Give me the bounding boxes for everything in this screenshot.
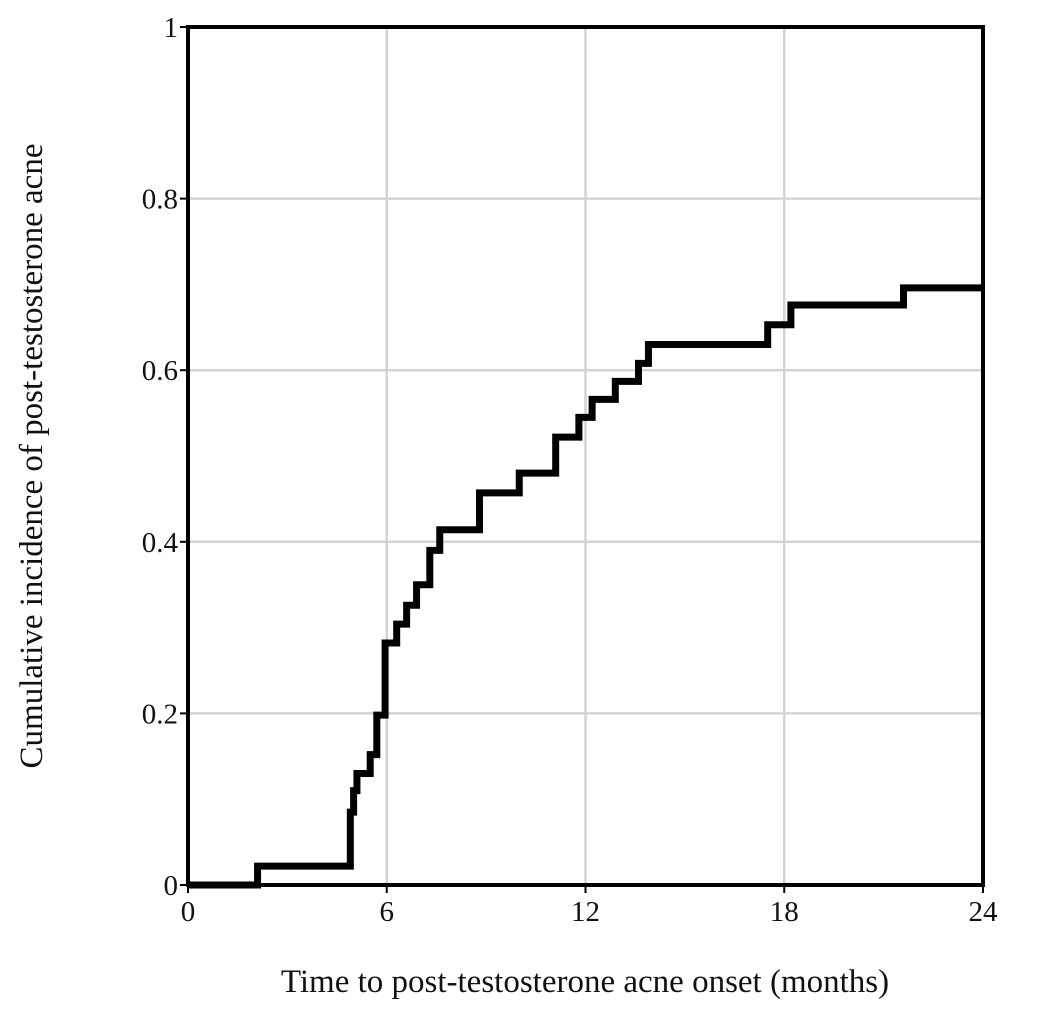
y-axis-label: Cumulative incidence of post-testosteron…: [14, 144, 50, 769]
y-tick-label: 0.2: [142, 698, 178, 730]
x-tick-label: 6: [380, 896, 395, 928]
y-tick-label: 1: [164, 12, 179, 44]
y-tick-label: 0.8: [142, 184, 178, 216]
x-tick-label: 12: [571, 896, 600, 928]
x-axis-label: Time to post-testosterone acne onset (mo…: [281, 964, 889, 1000]
x-tick-label: 18: [770, 896, 799, 928]
y-tick-label: 0: [164, 870, 179, 902]
step-line: [188, 284, 983, 889]
x-tick-label: 0: [181, 896, 196, 928]
x-tick-label: 24: [969, 896, 999, 928]
plot-frame: [186, 25, 985, 887]
y-tick-label: 0.4: [142, 527, 179, 559]
y-tick-label: 0.6: [142, 355, 178, 387]
